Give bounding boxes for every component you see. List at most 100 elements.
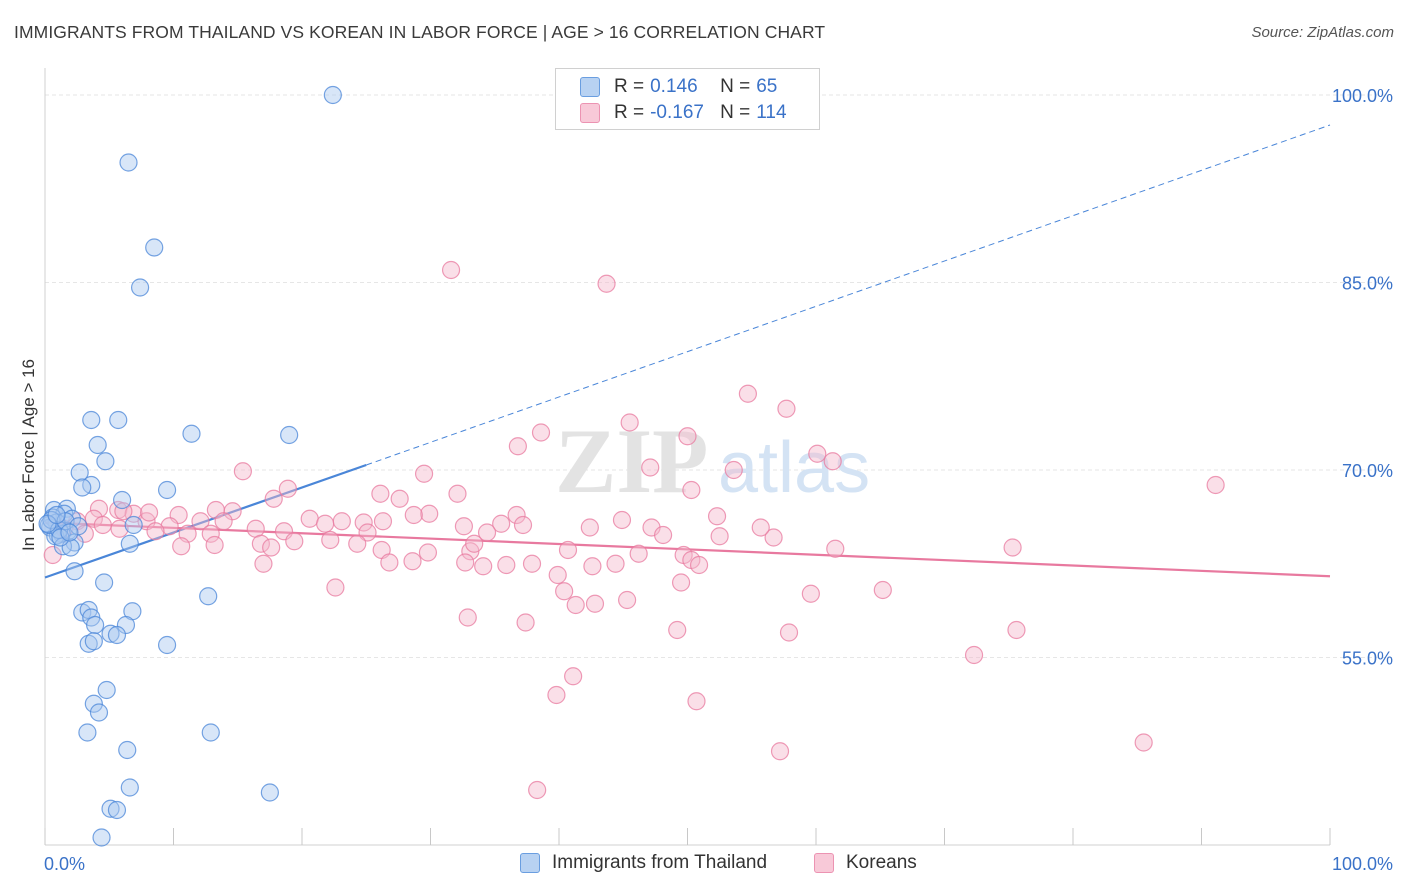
data-point-koreans <box>264 489 283 508</box>
data-point-thailand <box>97 680 116 700</box>
data-point-koreans <box>110 519 129 538</box>
data-point-koreans <box>808 444 827 463</box>
data-point-koreans <box>564 667 583 686</box>
data-point-koreans <box>492 514 511 533</box>
x-tick-label: 0.0% <box>44 854 85 874</box>
data-point-thailand <box>182 424 201 443</box>
data-point-thailand <box>112 490 132 510</box>
data-point-koreans <box>172 537 191 556</box>
data-point-thailand <box>95 573 114 592</box>
data-point-thailand <box>157 635 177 655</box>
data-point-koreans <box>254 554 273 573</box>
data-point-thailand <box>101 799 120 818</box>
data-point-koreans <box>801 584 820 603</box>
data-point-koreans <box>547 685 566 705</box>
data-point-koreans <box>251 534 270 553</box>
data-point-thailand <box>84 694 103 713</box>
y-tick-label: 100.0% <box>1332 86 1393 106</box>
data-point-thailand <box>88 435 107 455</box>
series-name-thailand: Immigrants from Thailand <box>552 852 768 873</box>
data-point-thailand <box>69 517 88 536</box>
data-point-koreans <box>223 502 242 521</box>
data-point-koreans <box>1206 475 1225 495</box>
data-point-koreans <box>497 555 516 575</box>
trend-lines <box>44 124 1331 579</box>
data-point-koreans <box>751 518 770 537</box>
watermark: ZIP atlas <box>555 410 870 512</box>
data-point-koreans <box>404 505 423 525</box>
data-point-koreans <box>707 507 727 526</box>
data-point-thailand <box>73 478 92 497</box>
data-point-koreans <box>160 517 179 536</box>
data-point-koreans <box>454 517 474 536</box>
data-point-koreans <box>348 534 367 553</box>
data-point-koreans <box>555 582 574 601</box>
data-point-thailand <box>201 723 220 742</box>
data-point-thailand <box>47 505 66 525</box>
data-point-thailand <box>157 480 177 500</box>
data-point-koreans <box>403 552 422 571</box>
legend-swatch-thailand <box>580 77 600 97</box>
data-point-koreans <box>548 565 567 585</box>
gridlines <box>45 94 1392 658</box>
trend-extension-thailand <box>366 124 1331 466</box>
data-point-koreans <box>326 578 345 597</box>
data-point-koreans <box>522 554 542 573</box>
data-point-thailand <box>70 463 89 482</box>
data-point-koreans <box>873 580 892 600</box>
data-point-koreans <box>682 480 701 500</box>
data-point-koreans <box>201 524 220 543</box>
series-immigrants-from-thailand <box>38 85 342 847</box>
correlation-legend: R = 0.146 N = 65 R = -0.167 N = 114 <box>555 68 820 130</box>
data-point-koreans <box>678 427 697 446</box>
data-point-koreans <box>477 523 497 542</box>
legend-n-label: N = <box>720 102 751 123</box>
series-swatch-koreans <box>814 853 834 873</box>
data-point-thailand <box>120 778 139 797</box>
data-point-koreans <box>738 384 757 403</box>
data-point-koreans <box>474 557 493 576</box>
series-name-koreans: Koreans <box>846 852 917 873</box>
data-point-koreans <box>93 515 112 535</box>
series-legend-koreans[interactable]: Koreans <box>814 852 917 874</box>
data-point-thailand <box>130 278 150 297</box>
data-point-thailand <box>199 587 218 606</box>
data-point-koreans <box>1007 620 1026 640</box>
data-point-thailand <box>145 238 164 257</box>
data-point-thailand <box>323 85 342 105</box>
data-point-thailand <box>84 632 103 651</box>
data-point-koreans <box>671 573 691 592</box>
data-point-thailand <box>82 410 101 430</box>
legend-row-koreans: R = -0.167 N = 114 <box>580 101 787 125</box>
data-point-thailand <box>79 634 98 653</box>
data-point-koreans <box>316 514 335 533</box>
data-point-koreans <box>618 590 637 610</box>
legend-r-label: R = <box>614 76 645 97</box>
series-legend-thailand[interactable]: Immigrants from Thailand <box>520 852 767 874</box>
data-point-koreans <box>513 515 533 535</box>
data-point-koreans <box>583 557 602 576</box>
data-point-koreans <box>823 452 842 471</box>
legend-r-label: R = <box>614 102 645 123</box>
data-point-koreans <box>770 742 790 761</box>
data-point-koreans <box>321 530 340 550</box>
trend-line-thailand <box>44 463 367 579</box>
data-point-koreans <box>390 489 409 508</box>
data-point-thailand <box>86 615 105 635</box>
legend-n-value: 65 <box>756 76 778 97</box>
data-point-koreans <box>508 437 527 456</box>
data-point-koreans <box>371 484 390 503</box>
data-point-koreans <box>465 534 484 553</box>
data-point-thailand <box>124 515 143 535</box>
data-point-koreans <box>629 544 648 563</box>
data-point-koreans <box>580 518 599 537</box>
data-point-koreans <box>1003 538 1022 557</box>
data-point-koreans <box>687 692 706 711</box>
data-point-koreans <box>710 527 729 546</box>
data-point-koreans <box>448 484 467 503</box>
data-point-koreans <box>668 620 687 640</box>
data-point-koreans <box>606 554 625 573</box>
data-point-koreans <box>777 399 796 418</box>
y-axis-label: In Labor Force | Age > 16 <box>19 359 38 551</box>
